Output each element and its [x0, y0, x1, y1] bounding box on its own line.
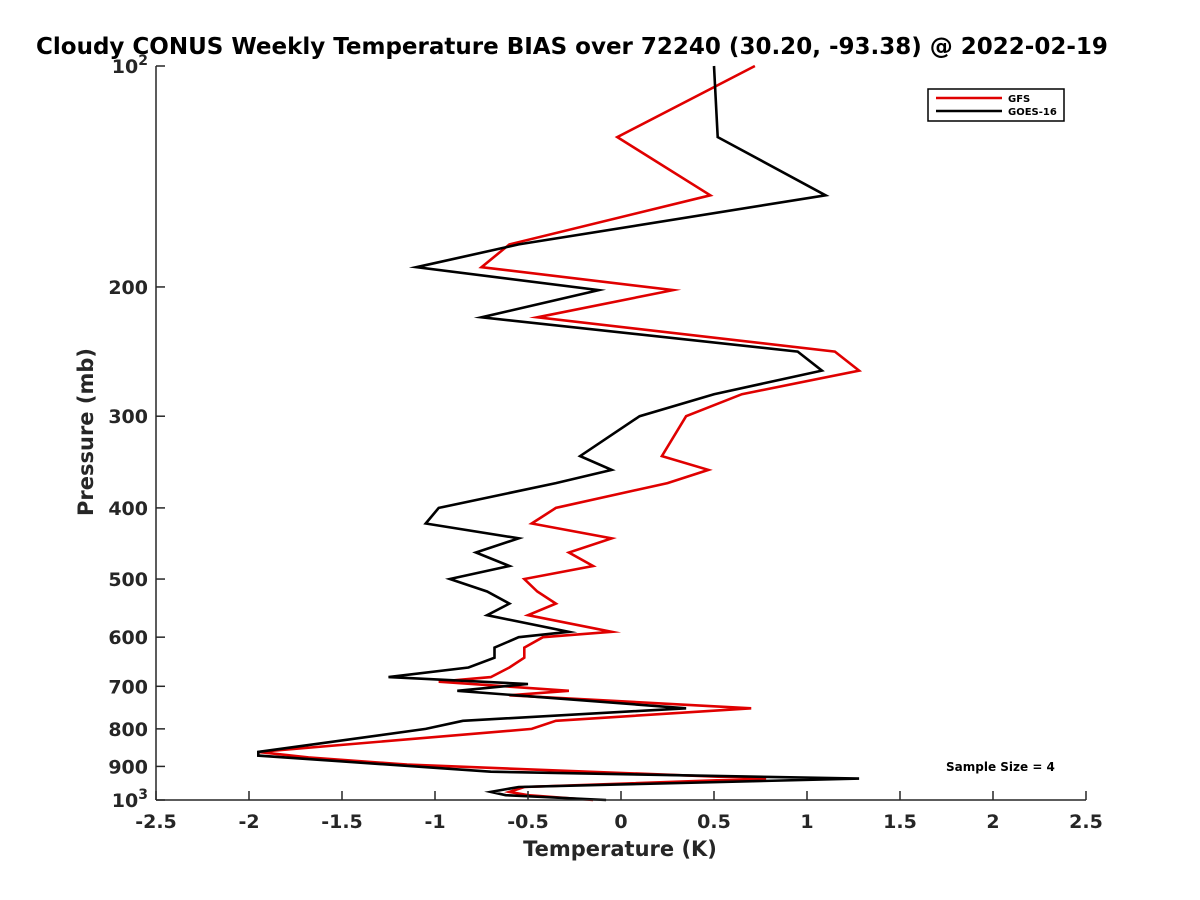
- plot-area: [155, 64, 1086, 802]
- x-axis-ticks: -2.5 -2 -1.5 -1 -0.5 0 0.5 1 1.5 2 2.5: [135, 791, 1103, 833]
- chart-title: Cloudy CONUS Weekly Temperature BIAS ove…: [36, 34, 1108, 60]
- plot-background: [156, 66, 1086, 800]
- x-tick-label: 2: [986, 811, 999, 833]
- y-tick-label: 700: [108, 676, 148, 698]
- x-tick-label: 2.5: [1069, 811, 1103, 833]
- x-tick-label: 1.5: [883, 811, 917, 833]
- x-tick-label: -2: [238, 811, 259, 833]
- legend-label-goes16: GOES-16: [1008, 107, 1057, 118]
- x-axis-label: Temperature (K): [523, 837, 717, 861]
- series-line-goes16: [256, 65, 860, 802]
- x-tick-label: -0.5: [507, 811, 549, 833]
- sample-size-annotation: Sample Size = 4: [946, 760, 1055, 774]
- y-tick-label: 300: [108, 406, 148, 428]
- series-group: [256, 64, 863, 802]
- y-tick-label: 102: [112, 53, 148, 78]
- y-tick-label: 400: [108, 498, 148, 520]
- y-tick-label: 900: [108, 756, 148, 778]
- y-tick-label: 103: [112, 787, 148, 812]
- legend-label-gfs: GFS: [1008, 94, 1030, 105]
- x-tick-label: -1.5: [321, 811, 363, 833]
- y-tick-label: 600: [108, 627, 148, 649]
- y-tick-label: 800: [108, 719, 148, 741]
- x-tick-label: -1: [424, 811, 445, 833]
- x-tick-label: 0: [614, 811, 627, 833]
- legend: GFS GOES-16: [927, 88, 1065, 122]
- x-tick-label: 0.5: [697, 811, 731, 833]
- y-tick-label: 500: [108, 569, 148, 591]
- y-tick-label: 200: [108, 277, 148, 299]
- y-axis-label: Pressure (mb): [74, 348, 98, 516]
- y-axis-ticks: 102 200 300 400 500 600 700 800 900 103: [108, 53, 165, 812]
- x-tick-label: -2.5: [135, 811, 177, 833]
- legend-box: [927, 88, 1065, 122]
- x-tick-label: 1: [800, 811, 813, 833]
